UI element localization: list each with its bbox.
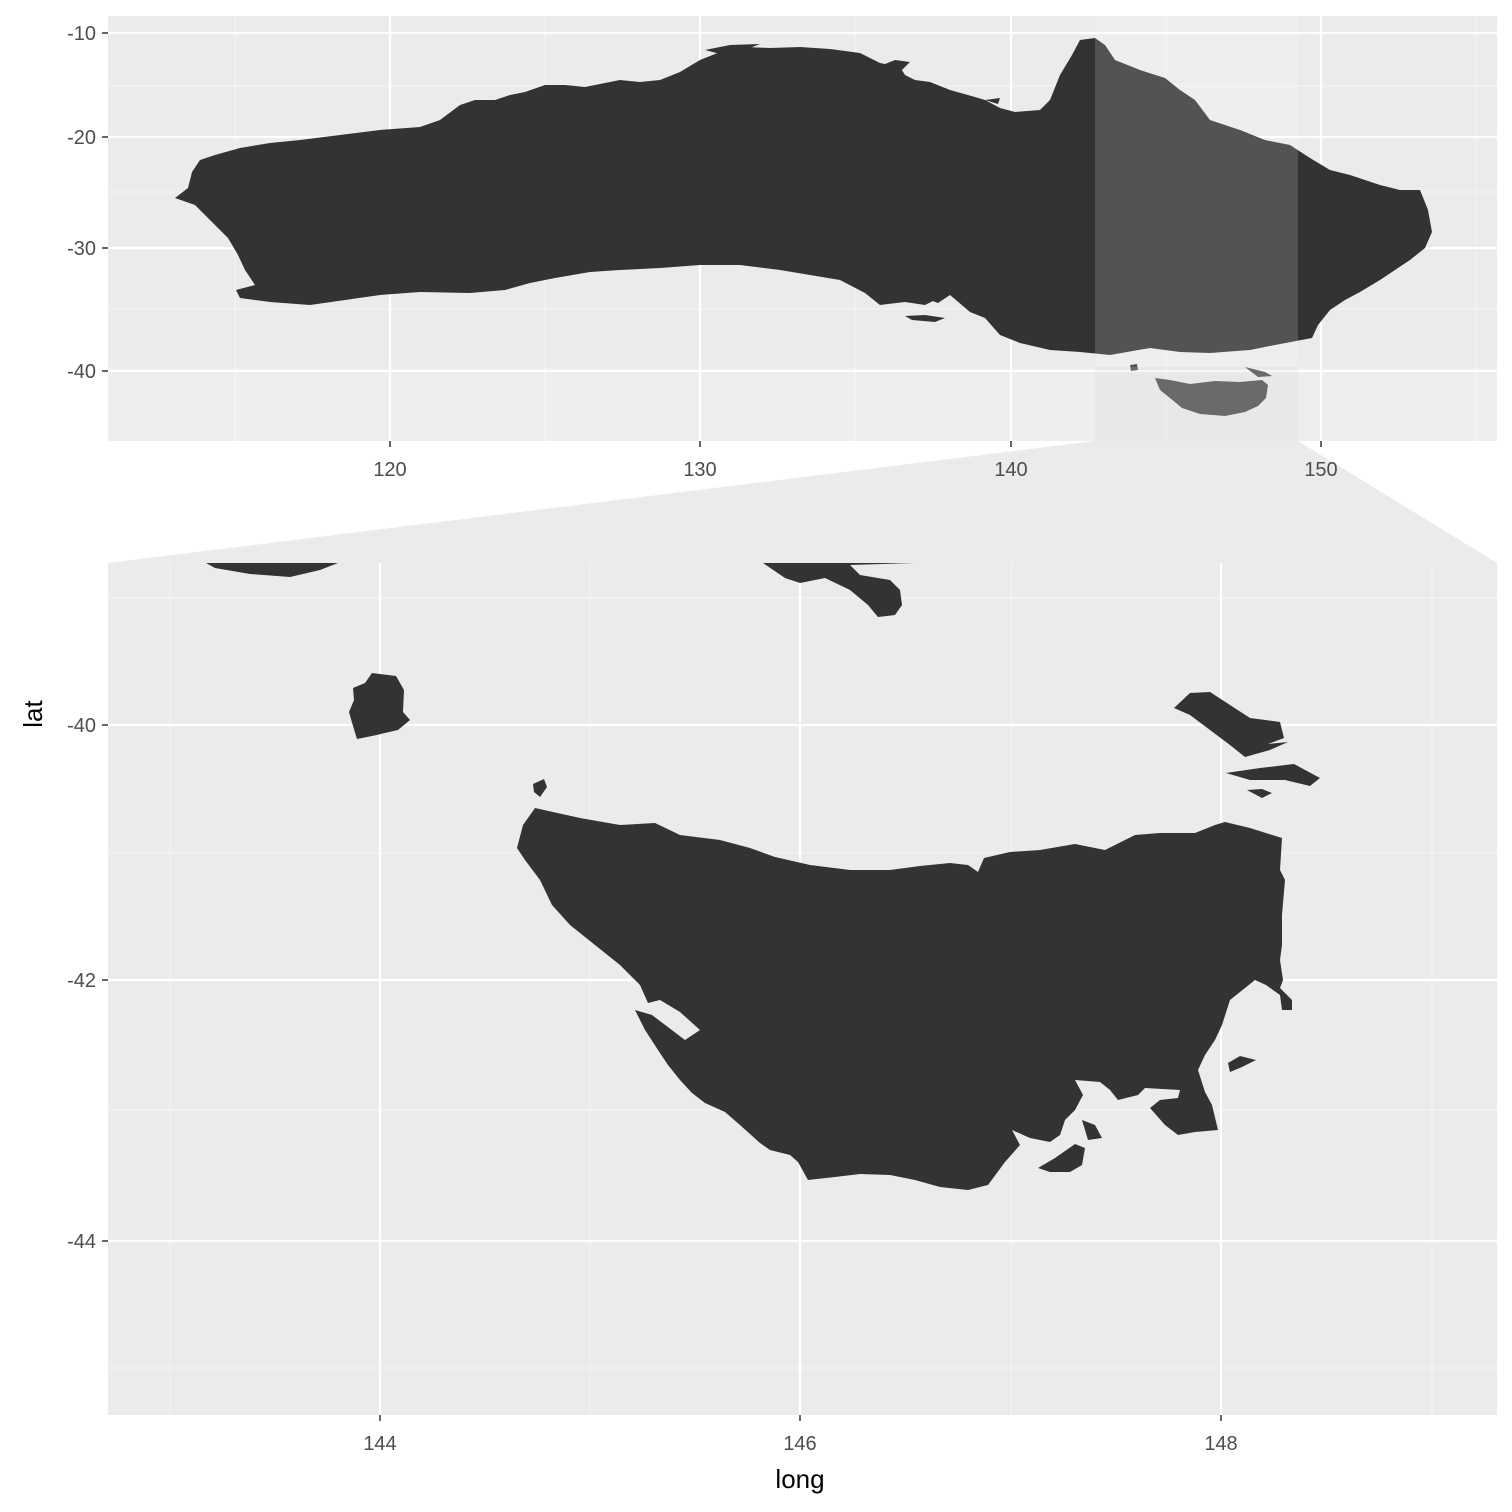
clarke-island (1247, 789, 1272, 798)
maria-island (1228, 1056, 1256, 1072)
zoom-x-tick-label: 148 (1204, 1433, 1237, 1455)
zoom-y-tick-label: -42 (67, 970, 96, 992)
australia-mainland (175, 38, 1432, 355)
groote-island (985, 98, 1000, 104)
mainland-fragment-west (206, 563, 338, 577)
zoom-x-tick-label: 144 (363, 1433, 396, 1455)
overview-x-tick-label: 120 (373, 459, 406, 481)
tasmania-overview (1155, 378, 1268, 416)
mainland-fragment-east (763, 563, 915, 617)
zoom-x-axis: 144 146 148 (363, 1415, 1238, 1455)
tasman-peninsula-fragment (1082, 1120, 1102, 1140)
zoom-window-vertical (1095, 16, 1298, 441)
zoom-window-horizontal (108, 367, 1497, 441)
overview-y-tick-label: -10 (67, 23, 96, 45)
cape-barren-island (1226, 764, 1320, 786)
overview-x-tick-label: 130 (683, 459, 716, 481)
overview-y-tick-label: -40 (67, 361, 96, 383)
overview-x-tick-label: 140 (994, 459, 1027, 481)
overview-x-tick-label: 150 (1304, 459, 1337, 481)
zoom-y-tick-label: -44 (67, 1231, 96, 1253)
eyre-peninsula-fragment (930, 288, 950, 303)
kangaroo-island (905, 315, 945, 322)
overview-x-axis: 120 130 140 150 (373, 441, 1338, 481)
overview-y-tick-label: -20 (67, 127, 96, 149)
overview-panel: -10 -20 -30 -40 120 130 140 150 (67, 16, 1497, 481)
melville-island (705, 44, 760, 54)
king-island (349, 673, 410, 739)
flinders-island (1174, 692, 1288, 757)
overview-y-tick-label: -30 (67, 238, 96, 260)
overview-y-axis: -10 -20 -30 -40 (67, 23, 108, 383)
y-axis-title: lat (18, 699, 48, 727)
zoom-y-tick-label: -40 (67, 715, 96, 737)
zoom-x-tick-label: 146 (783, 1433, 816, 1455)
kimberley-islands (880, 60, 910, 74)
tasmania-main (517, 808, 1292, 1190)
king-island-overview (1130, 364, 1138, 371)
zoom-connector (108, 441, 1497, 563)
zoom-window-overlap (1095, 367, 1298, 441)
zoom-y-axis: -40 -42 -44 (67, 715, 108, 1253)
zoom-panel: -40 -42 -44 144 146 148 long lat (18, 563, 1497, 1494)
bruny-island (1038, 1144, 1085, 1172)
three-hummock-island (533, 779, 547, 797)
flinders-island-overview (1245, 367, 1272, 377)
x-axis-title: long (775, 1464, 824, 1494)
